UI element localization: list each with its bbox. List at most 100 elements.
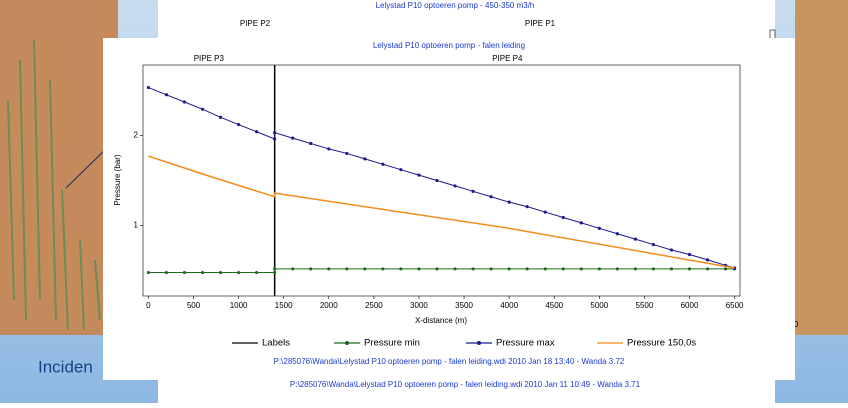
point [471, 189, 475, 193]
point [543, 210, 547, 214]
x-tick-label: 6000 [681, 301, 699, 310]
point [273, 131, 277, 135]
background-pipe: PIPE P2 [240, 19, 271, 28]
x-tick-label: 500 [187, 301, 201, 310]
point [182, 100, 187, 104]
point [507, 200, 511, 204]
point [164, 93, 169, 97]
point [363, 267, 367, 271]
point [489, 195, 493, 199]
point [345, 151, 349, 156]
series-line [148, 155, 735, 269]
point [525, 267, 529, 271]
x-tick-label: 4000 [500, 301, 518, 310]
main-chart [103, 38, 795, 380]
point [381, 267, 385, 271]
point [273, 270, 277, 275]
background-title: Lelystad P10 optoeren pomp - 450-350 m3/… [376, 1, 535, 10]
point [236, 122, 241, 127]
point [435, 178, 439, 183]
point [218, 270, 223, 275]
legend-marker [477, 341, 481, 345]
x-tick-label: 3500 [455, 301, 473, 310]
y-tick-label: 2 [134, 130, 139, 139]
point [633, 237, 637, 241]
point [651, 267, 656, 271]
point [291, 267, 295, 271]
point [687, 267, 692, 271]
chart-title: Lelystad P10 optoeren pomp - falen leidi… [373, 41, 525, 50]
point [236, 270, 241, 275]
point [615, 232, 619, 236]
point [669, 248, 674, 252]
point [200, 107, 205, 111]
point [309, 267, 313, 271]
arrow [65, 144, 111, 189]
point [327, 147, 331, 151]
point [273, 267, 277, 271]
point [417, 173, 421, 177]
point [705, 267, 710, 271]
point [218, 115, 223, 119]
point [146, 270, 151, 275]
x-tick-label: 5500 [636, 301, 654, 310]
point [363, 157, 367, 161]
slide-text: Inciden [38, 357, 93, 376]
x-tick-label: 3000 [410, 301, 428, 310]
photo-traces [7, 39, 101, 331]
point [687, 252, 692, 257]
point [200, 270, 205, 275]
legend-label: Pressure 150,0s [627, 338, 696, 349]
y-axis-title: Pressure (bar) [113, 154, 122, 205]
point [453, 267, 457, 271]
background-tick: 0 [794, 320, 799, 329]
legend-label: Pressure max [496, 338, 555, 349]
x-tick-label: 2500 [365, 301, 383, 310]
point [525, 205, 529, 209]
point [543, 267, 547, 271]
point [615, 267, 619, 271]
point [182, 270, 187, 275]
point [417, 267, 421, 271]
point [669, 267, 674, 271]
point [164, 270, 169, 275]
x-axis-title: X-distance (m) [415, 316, 467, 325]
pipe-label: PIPE P3 [194, 54, 225, 63]
background-footer: P:\285076\Wanda\Lelystad P10 optoeren po… [290, 380, 641, 389]
point [399, 267, 403, 271]
point [291, 136, 295, 140]
point [705, 258, 710, 262]
x-tick-label: 6500 [726, 301, 744, 310]
point [561, 267, 565, 271]
point [309, 141, 313, 146]
x-tick-label: 0 [146, 301, 151, 310]
point [255, 270, 259, 275]
x-tick-label: 2000 [320, 301, 338, 310]
legend-label: Pressure min [364, 338, 420, 349]
photo-right [795, 0, 848, 335]
point [597, 226, 601, 230]
point [507, 267, 511, 271]
point [597, 267, 601, 271]
x-tick-label: 5000 [590, 301, 608, 310]
legend-label: Labels [262, 338, 290, 349]
point [723, 267, 728, 271]
point [327, 267, 331, 271]
point [579, 267, 583, 271]
plot-frame [142, 64, 741, 297]
point [399, 168, 403, 172]
point [345, 267, 349, 271]
pipe-label: PIPE P4 [492, 54, 523, 63]
point [255, 130, 259, 134]
x-tick-label: 1500 [275, 301, 293, 310]
point [633, 267, 637, 271]
point [381, 162, 385, 166]
point [489, 267, 493, 271]
point [435, 267, 439, 271]
point [579, 221, 583, 225]
point [651, 242, 656, 247]
y-tick-label: 1 [134, 221, 139, 230]
photo [0, 0, 118, 335]
